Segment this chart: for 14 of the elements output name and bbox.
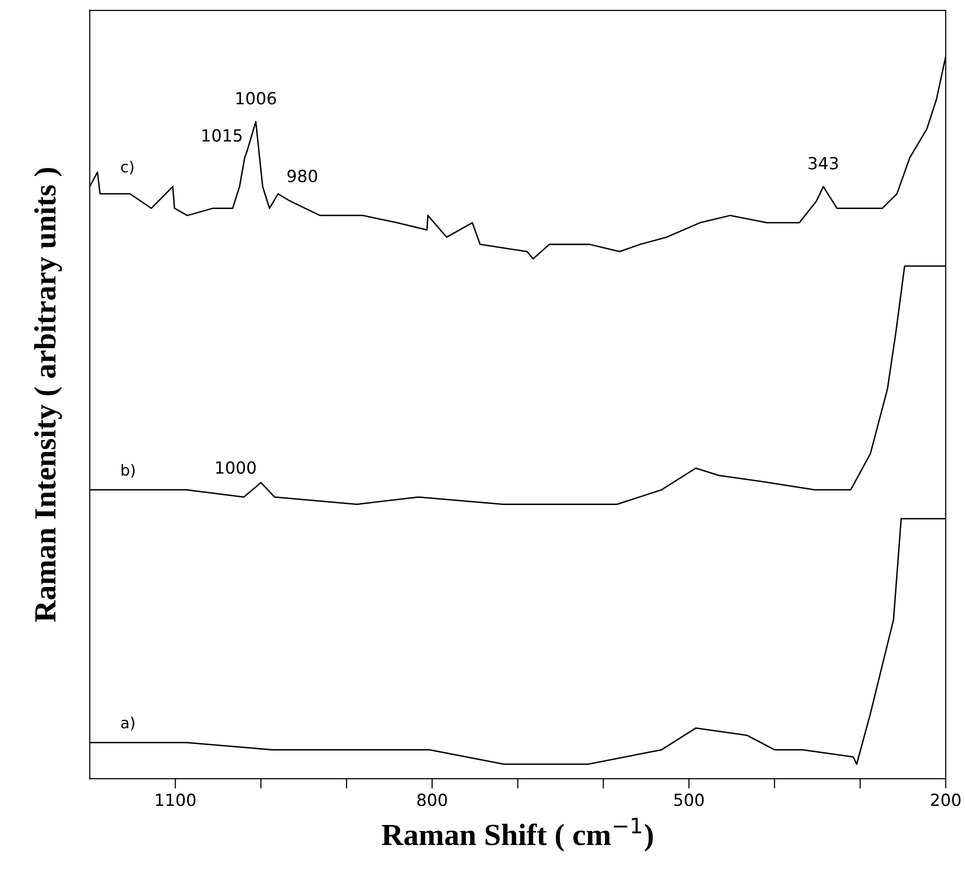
- y-axis-title: Raman Intensity ( arbitrary units ): [34, 168, 62, 622]
- annotation: 980: [287, 170, 318, 182]
- x-tick-label: 1100: [156, 794, 196, 806]
- series-label: b): [122, 464, 135, 478]
- x-axis-title: Raman Shift ( cm$^{−1}$): [382, 818, 653, 852]
- annotation: 343: [808, 156, 838, 170]
- series-label: a): [121, 716, 134, 730]
- annotation: 1006: [236, 92, 276, 105]
- series-label: c): [121, 160, 134, 174]
- x-tick-label: 200: [931, 794, 960, 806]
- x-tick-label: 800: [417, 794, 447, 806]
- x-tick-label: 500: [674, 794, 704, 806]
- annotation: 1000: [216, 461, 256, 474]
- annotation: 1015: [202, 129, 242, 142]
